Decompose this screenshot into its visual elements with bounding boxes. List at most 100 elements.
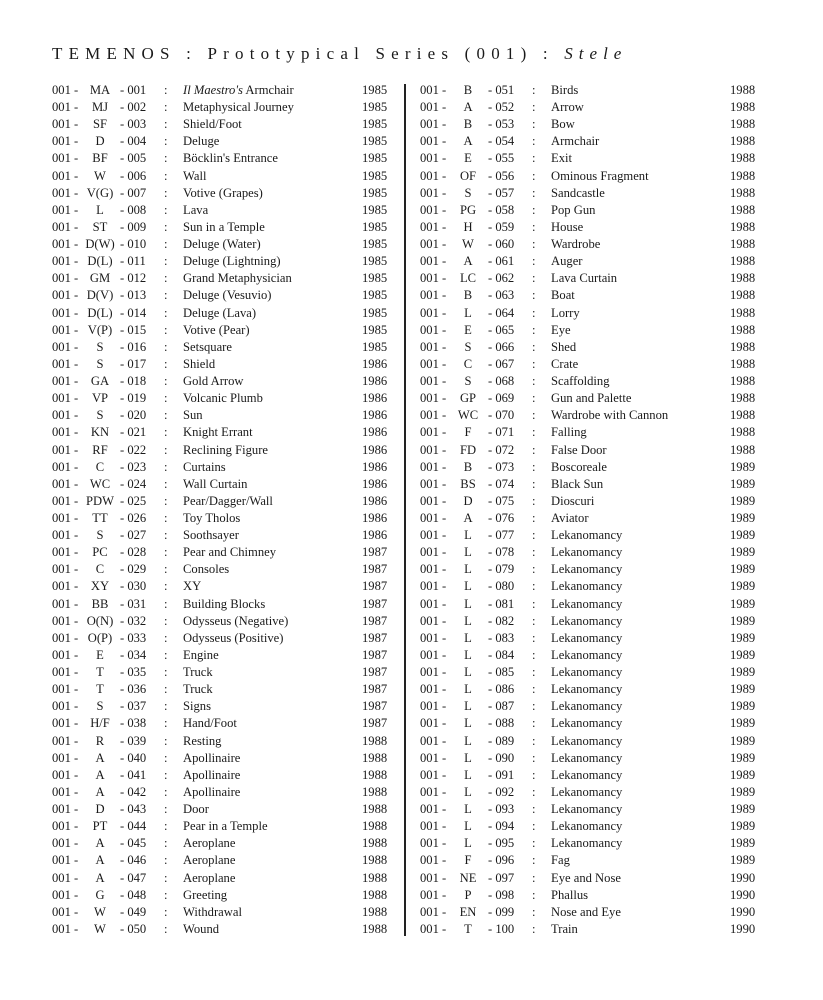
separator: : (532, 185, 536, 200)
work-number: - 002 (120, 100, 147, 115)
series-prefix: 001 - (420, 562, 447, 577)
work-title: Falling (551, 424, 587, 441)
work-title-text: Lava (183, 202, 209, 217)
series-prefix: 001 - (420, 545, 447, 560)
work-year: 1989 (730, 613, 756, 628)
separator: : (164, 511, 168, 525)
work-number: - 048 (120, 887, 147, 902)
work-year: 1988 (730, 339, 756, 354)
separator: : (532, 887, 536, 902)
series-prefix: 001 - (420, 476, 447, 491)
separator: : (532, 288, 536, 303)
work-number: - 075 (488, 493, 515, 508)
separator: : (164, 185, 168, 200)
separator: : (164, 442, 168, 457)
work-code: A (463, 254, 473, 269)
work-year: 1987 (362, 596, 388, 611)
work-year: 1989 (730, 579, 756, 594)
work-code: KN (90, 425, 110, 440)
series-prefix: 001 - (420, 134, 447, 149)
separator: : (532, 493, 536, 508)
work-title: Train (551, 921, 578, 938)
work-code: G (95, 887, 105, 902)
separator: : (164, 733, 168, 748)
work-title: False Door (551, 442, 607, 459)
work-code: B (463, 83, 473, 97)
separator: : (532, 254, 536, 269)
separator: : (164, 408, 168, 423)
series-prefix: 001 - (52, 459, 79, 474)
work-year: 1987 (362, 630, 388, 645)
work-number: - 007 (120, 185, 147, 200)
work-title-text: Lekanomancy (551, 784, 623, 799)
work-code: BS (460, 476, 476, 491)
separator: : (532, 202, 536, 217)
work-year: 1989 (730, 665, 756, 680)
separator: : (532, 630, 536, 645)
title-italic: Stele (564, 44, 628, 63)
work-title-text: Falling (551, 425, 587, 440)
series-prefix: 001 - (52, 254, 79, 269)
work-number: - 070 (488, 408, 515, 423)
work-number: - 089 (488, 733, 515, 748)
work-title-text: Greeting (183, 887, 228, 902)
work-title: Votive (Pear) (183, 322, 250, 339)
work-code: W (462, 237, 474, 252)
work-year: 1985 (362, 288, 388, 303)
work-title: Dioscuri (551, 493, 594, 510)
work-year: 1989 (730, 733, 756, 748)
work-title-text: Lekanomancy (551, 665, 623, 680)
work-number: - 021 (120, 425, 147, 440)
separator: : (532, 579, 536, 594)
series-prefix: 001 - (420, 716, 447, 731)
series-prefix: 001 - (420, 579, 447, 594)
work-year: 1988 (362, 870, 388, 885)
work-title: Lekanomancy (551, 715, 622, 732)
series-prefix: 001 - (52, 716, 79, 731)
work-number: - 024 (120, 476, 147, 491)
work-year: 1985 (362, 185, 388, 200)
work-year: 1988 (362, 836, 388, 851)
work-year: 1989 (730, 511, 756, 525)
work-title: Il Maestro's Armchair (183, 82, 294, 99)
work-title-text: Lekanomancy (551, 819, 623, 834)
work-number: - 037 (120, 699, 147, 714)
series-prefix: 001 - (420, 630, 447, 645)
series-prefix: 001 - (52, 733, 79, 748)
work-title-italic: Il Maestro's (183, 83, 243, 97)
work-year: 1986 (362, 356, 388, 371)
work-year: 1988 (730, 100, 756, 115)
series-prefix: 001 - (420, 665, 447, 680)
work-year: 1988 (730, 185, 756, 200)
series-prefix: 001 - (52, 202, 79, 217)
separator: : (164, 168, 168, 183)
work-number: - 009 (120, 219, 147, 234)
work-number: - 086 (488, 682, 515, 697)
work-title-text: Deluge (183, 134, 220, 149)
series-prefix: 001 - (52, 442, 79, 457)
work-year: 1987 (362, 545, 388, 560)
work-title-text: Scaffolding (551, 374, 610, 389)
work-title: Wall (183, 168, 206, 185)
work-number: - 081 (488, 596, 515, 611)
work-title: Boat (551, 287, 575, 304)
work-title: Apollinaire (183, 750, 240, 767)
work-title-text: Odysseus (Negative) (183, 613, 289, 628)
work-title-text: Bow (551, 117, 575, 132)
series-prefix: 001 - (420, 202, 447, 217)
separator: : (532, 528, 536, 543)
work-year: 1988 (730, 134, 756, 149)
work-title-text: Deluge (Vesuvio) (183, 288, 272, 303)
work-number: - 035 (120, 665, 147, 680)
work-title-text: Phallus (551, 887, 589, 902)
work-code: S (464, 185, 472, 200)
work-code: O(N) (86, 613, 114, 628)
separator: : (532, 802, 536, 817)
work-title: Lekanomancy (551, 630, 622, 647)
work-title-text: Lekanomancy (551, 613, 623, 628)
work-code: W (94, 921, 106, 936)
work-year: 1990 (730, 887, 756, 902)
separator: : (164, 579, 168, 594)
work-title-text: Sandcastle (551, 185, 605, 200)
work-title-text: Withdrawal (183, 904, 242, 919)
